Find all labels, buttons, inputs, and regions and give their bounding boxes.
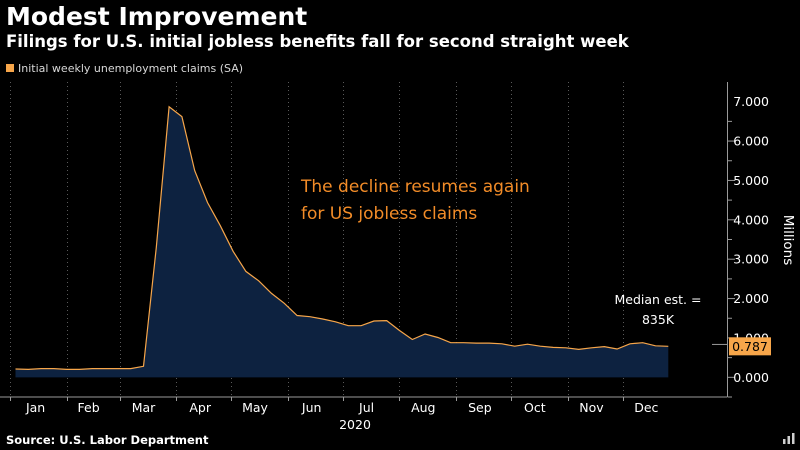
legend: Initial weekly unemployment claims (SA) — [6, 62, 243, 75]
x-tick-label: Oct — [524, 400, 546, 415]
annotation-text: The decline resumes again — [300, 177, 530, 197]
y-tick-label: 4.000 — [733, 212, 769, 227]
x-tick-label: May — [242, 400, 268, 415]
y-tick-label: 0.000 — [733, 370, 769, 385]
legend-swatch — [6, 64, 14, 72]
x-tick-label: Sep — [468, 400, 492, 415]
last-value-badge — [729, 337, 771, 356]
chart-icon[interactable] — [782, 431, 796, 445]
series-line — [15, 105, 669, 371]
y-axis-label: Millions — [780, 215, 796, 266]
chart-title: Modest Improvement — [6, 2, 308, 31]
source-note: Source: U.S. Labor Department — [6, 433, 209, 447]
x-tick-label: Jan — [25, 400, 45, 415]
x-year-label: 2020 — [339, 417, 371, 432]
last-value-label: 0.787 — [732, 339, 768, 354]
x-tick-label: Nov — [579, 400, 604, 415]
chart-subtitle: Filings for U.S. initial jobless benefit… — [6, 32, 629, 51]
median-estimate-label: Median est. = — [615, 292, 702, 307]
y-tick-label: 7.000 — [733, 94, 769, 109]
y-tick-label: 2.000 — [733, 291, 769, 306]
x-tick-label: Dec — [634, 400, 658, 415]
x-tick-label: Apr — [189, 400, 211, 415]
x-tick-label: Aug — [411, 400, 435, 415]
y-tick-label: 6.000 — [733, 134, 769, 149]
annotation-text: for US jobless claims — [301, 204, 477, 224]
y-tick-label: 3.000 — [733, 252, 769, 267]
legend-label: Initial weekly unemployment claims (SA) — [18, 62, 244, 75]
y-tick-label: 5.000 — [733, 173, 769, 188]
median-estimate-value: 835K — [642, 312, 675, 327]
x-tick-label: Mar — [132, 400, 156, 415]
series-area — [15, 106, 669, 378]
x-tick-label: Jun — [301, 400, 322, 415]
x-tick-label: Feb — [78, 400, 100, 415]
x-tick-label: Jul — [358, 400, 374, 415]
